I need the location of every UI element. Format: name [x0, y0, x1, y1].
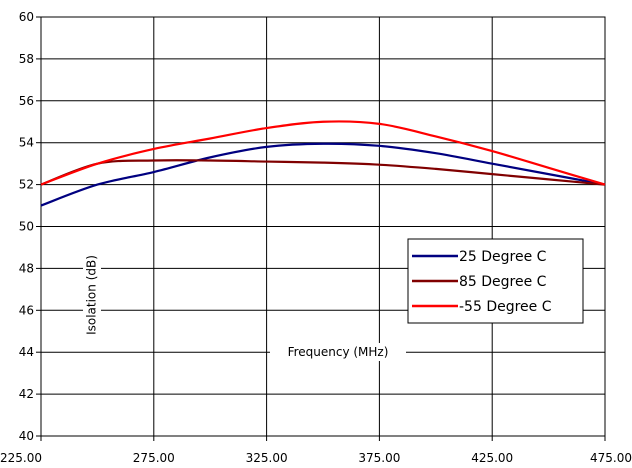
y-tick-label: 54	[19, 136, 34, 150]
y-tick-label: 42	[19, 387, 34, 401]
x-tick-label: 425.00	[471, 451, 513, 465]
y-tick-label: 50	[19, 220, 34, 234]
y-tick-label: 52	[19, 178, 34, 192]
y-tick-label: 58	[19, 52, 34, 66]
legend-label-0: 25 Degree C	[459, 249, 547, 265]
x-tick-label: 275.00	[133, 451, 175, 465]
legend-label-1: 85 Degree C	[459, 274, 547, 290]
y-tick-label: 46	[19, 303, 34, 317]
axes: 40 42 44 46 48 50 52 54 56 58 60 225.00 275.00 325.00…	[0, 10, 632, 465]
x-tick-label: 225.00	[0, 451, 42, 465]
grid	[40, 16, 606, 437]
series-line-1	[40, 159, 606, 186]
legend: 25 Degree C 85 Degree C -55 Degree C	[407, 238, 584, 324]
series-line-0	[40, 142, 606, 207]
series-line-2	[40, 120, 606, 186]
y-axis-label-background	[83, 244, 101, 348]
x-tick-label: 375.00	[358, 451, 400, 465]
x-tick-label: 475.00	[590, 451, 632, 465]
legend-label-2: -55 Degree C	[459, 299, 552, 315]
y-tick-label: 56	[19, 94, 34, 108]
y-tick-label: 48	[19, 261, 34, 275]
y-tick-label: 44	[19, 345, 34, 359]
y-axis-label-group: Isolation (dB)	[83, 244, 101, 348]
x-tick-label: 325.00	[246, 451, 288, 465]
x-axis-label-group: Frequency (MHz)	[270, 343, 406, 361]
y-tick-label: 60	[19, 10, 34, 24]
y-tick-label: 40	[19, 429, 34, 443]
x-axis-label: Frequency (MHz)	[288, 345, 389, 359]
series-lines	[40, 120, 606, 207]
x-axis-label-background	[270, 343, 406, 361]
y-axis-label: Isolation (dB)	[85, 255, 99, 335]
